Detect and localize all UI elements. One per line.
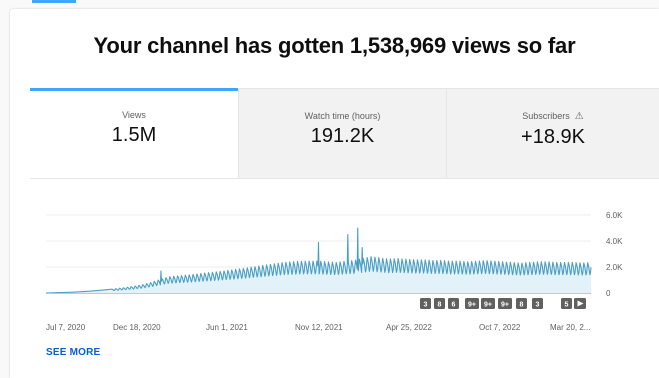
event-marker-count: 8 (438, 302, 442, 309)
event-marker[interactable] (420, 298, 431, 309)
event-marker[interactable] (516, 298, 527, 309)
event-marker-count: 9+ (501, 302, 509, 309)
event-marker-count: 9+ (468, 302, 476, 309)
x-tick-label: Nov 12, 2021 (295, 323, 343, 332)
event-marker[interactable] (532, 298, 543, 309)
scroll-indicator (32, 0, 76, 3)
event-marker-count: 9+ (484, 302, 492, 309)
warning-icon[interactable]: ⚠ (574, 111, 584, 122)
x-tick-label: Mar 20, 2... (550, 323, 590, 332)
views-chart-area: 6.0K 4.0K 2.0K 0 Jul 7, 2020 Dec 18, 2020 Jun … (10, 177, 659, 357)
views-series-line[interactable] (45, 227, 592, 294)
event-marker[interactable] (465, 298, 479, 309)
y-tick-label: 6.0K (606, 211, 623, 220)
x-tick-label: Dec 18, 2020 (113, 323, 161, 332)
tab-label: Subscribers ⚠ (447, 111, 659, 122)
x-tick-label: Jun 1, 2021 (206, 323, 248, 332)
event-marker-count: 6 (452, 302, 456, 309)
x-tick-label: Apr 25, 2022 (386, 323, 432, 332)
y-tick-label: 4.0K (606, 237, 623, 246)
event-marker-count: 5 (565, 302, 569, 309)
event-marker[interactable] (498, 298, 512, 309)
tab-value: 1.5M (111, 124, 157, 146)
tab-value: +18.9K (521, 126, 585, 148)
tab-label: Views (122, 110, 146, 120)
event-marker[interactable] (481, 298, 495, 309)
event-marker[interactable] (448, 298, 459, 309)
metric-tabs: Views 1.5M Watch time (hours) 191.2K Sub… (30, 88, 659, 179)
see-more-link[interactable]: SEE MORE (46, 347, 101, 358)
y-tick-label: 2.0K (606, 263, 623, 272)
tab-label: Watch time (hours) (304, 111, 381, 121)
x-tick-label: Jul 7, 2020 (46, 323, 86, 332)
event-marker-count: 3 (424, 302, 428, 309)
x-tick-label: Oct 7, 2022 (479, 323, 521, 332)
channel-analytics-card: Your channel has gotten 1,538,969 views … (10, 9, 659, 378)
event-marker-count: 8 (520, 302, 524, 309)
page-title: Your channel has gotten 1,538,969 views … (93, 33, 576, 58)
tab-watch-time[interactable]: Watch time (hours) 191.2K (238, 89, 446, 178)
views-line-chart[interactable]: 6.0K 4.0K 2.0K 0 Jul 7, 2020 Dec 18, 2020 Jun … (10, 177, 659, 357)
play-icon (577, 300, 584, 307)
event-marker[interactable] (561, 298, 572, 309)
tab-label-text: Subscribers (522, 111, 570, 121)
y-tick-label: 0 (606, 289, 611, 298)
tab-subscribers[interactable]: Subscribers ⚠ +18.9K (446, 89, 659, 178)
event-marker[interactable] (434, 298, 445, 309)
event-marker-count: 3 (536, 302, 540, 309)
tab-value: 191.2K (310, 125, 375, 147)
tab-views[interactable]: Views 1.5M (30, 88, 238, 178)
